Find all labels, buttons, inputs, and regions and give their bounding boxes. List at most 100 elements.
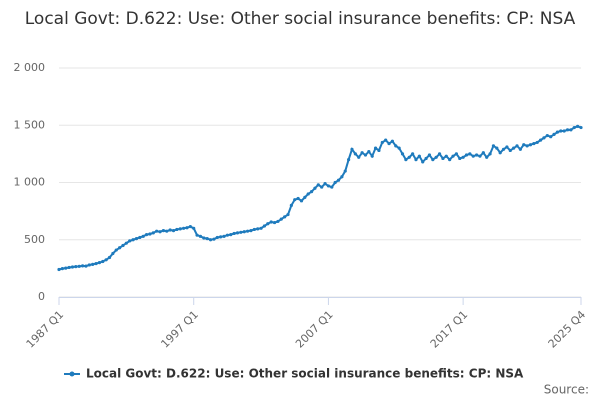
data-point xyxy=(501,147,506,151)
data-point xyxy=(424,156,428,161)
data-point xyxy=(350,147,354,151)
data-point xyxy=(296,196,300,201)
data-point xyxy=(67,265,71,270)
y-tick-label: 2 000 xyxy=(14,61,46,74)
data-point xyxy=(373,146,378,150)
x-tick-label: 2025 Q4 xyxy=(546,308,589,351)
data-point xyxy=(239,230,243,234)
data-point xyxy=(57,267,61,272)
x-tick-label: 2007 Q1 xyxy=(293,308,336,351)
data-point xyxy=(478,154,482,158)
data-point xyxy=(124,241,128,245)
data-point xyxy=(387,141,391,146)
data-point xyxy=(394,144,398,148)
data-point xyxy=(276,219,280,224)
data-point xyxy=(232,231,236,236)
data-point xyxy=(60,267,64,271)
data-point xyxy=(340,175,344,179)
data-point xyxy=(448,158,452,162)
data-point xyxy=(471,154,475,158)
data-point xyxy=(411,152,415,156)
data-point xyxy=(121,243,125,248)
data-point xyxy=(434,155,438,159)
chart-title: Local Govt: D.622: Use: Other social ins… xyxy=(24,9,576,29)
data-point xyxy=(542,136,546,140)
data-point xyxy=(141,234,145,238)
data-point xyxy=(279,217,283,221)
data-point xyxy=(525,144,529,148)
data-point xyxy=(195,233,199,237)
data-point xyxy=(225,233,229,237)
data-point xyxy=(74,265,78,269)
data-point xyxy=(343,169,347,173)
data-point xyxy=(414,158,418,162)
data-point xyxy=(77,264,81,268)
data-point xyxy=(336,178,341,182)
data-point xyxy=(400,152,405,156)
data-point xyxy=(161,228,165,233)
data-point xyxy=(259,226,263,230)
y-tick-label: 500 xyxy=(24,233,45,246)
data-point xyxy=(313,186,317,190)
data-point xyxy=(421,160,425,164)
data-point xyxy=(306,192,310,196)
data-point xyxy=(498,151,502,155)
data-point xyxy=(202,236,206,240)
data-point xyxy=(235,231,240,235)
data-point xyxy=(390,139,395,143)
data-point xyxy=(118,246,122,250)
data-point xyxy=(242,230,246,234)
data-point xyxy=(70,265,75,269)
data-point xyxy=(283,215,287,219)
data-point xyxy=(326,184,331,188)
data-point xyxy=(128,239,132,243)
data-point xyxy=(165,229,169,233)
data-point xyxy=(454,152,458,156)
data-point xyxy=(182,226,186,230)
data-point xyxy=(528,143,533,147)
data-point xyxy=(532,141,536,146)
data-point xyxy=(538,138,543,142)
data-point xyxy=(101,259,105,264)
data-point xyxy=(245,229,250,233)
series-line xyxy=(58,125,582,271)
data-point xyxy=(468,152,472,156)
data-point xyxy=(155,229,159,233)
x-tick-label: 1997 Q1 xyxy=(158,308,201,351)
data-point xyxy=(360,151,364,155)
data-point xyxy=(495,146,499,150)
data-point xyxy=(272,220,277,225)
data-point xyxy=(505,145,509,149)
data-point xyxy=(458,156,462,161)
data-point xyxy=(104,258,108,262)
source: Source: xyxy=(544,383,589,397)
data-point xyxy=(94,261,98,266)
legend-marker xyxy=(69,371,75,377)
data-point xyxy=(559,129,563,133)
data-point xyxy=(522,143,526,147)
data-point xyxy=(488,152,492,156)
data-point xyxy=(518,147,522,151)
data-point xyxy=(441,156,445,161)
data-point xyxy=(367,149,371,154)
data-point xyxy=(562,129,566,133)
data-point xyxy=(256,227,260,231)
data-point xyxy=(549,135,553,139)
data-point xyxy=(316,183,320,187)
data-point xyxy=(144,232,149,237)
data-point xyxy=(555,130,560,134)
data-point xyxy=(330,185,334,189)
data-point xyxy=(107,255,112,260)
data-point xyxy=(208,238,213,242)
data-point xyxy=(552,132,556,137)
data-point xyxy=(357,155,361,159)
data-point xyxy=(91,262,95,266)
data-point xyxy=(168,228,172,232)
y-tick-label: 1 000 xyxy=(14,176,46,189)
data-point xyxy=(215,235,219,240)
data-point xyxy=(205,237,209,241)
data-point xyxy=(178,227,182,231)
data-point xyxy=(131,238,135,242)
data-point xyxy=(158,230,162,234)
